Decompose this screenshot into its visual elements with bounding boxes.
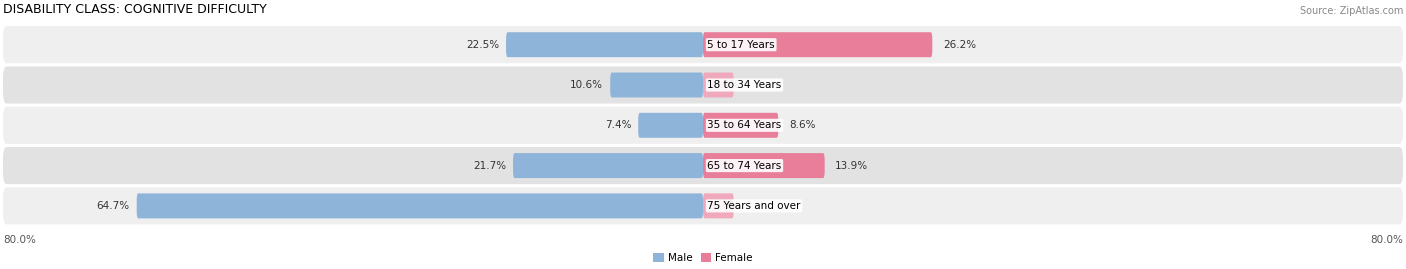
Text: 18 to 34 Years: 18 to 34 Years xyxy=(707,80,782,90)
FancyBboxPatch shape xyxy=(513,153,703,178)
FancyBboxPatch shape xyxy=(703,113,779,138)
FancyBboxPatch shape xyxy=(3,147,1403,184)
Text: 26.2%: 26.2% xyxy=(943,40,976,50)
Text: DISABILITY CLASS: COGNITIVE DIFFICULTY: DISABILITY CLASS: COGNITIVE DIFFICULTY xyxy=(3,3,267,16)
Text: 21.7%: 21.7% xyxy=(472,161,506,171)
Text: 22.5%: 22.5% xyxy=(465,40,499,50)
Text: 80.0%: 80.0% xyxy=(3,235,35,245)
Text: 0.0%: 0.0% xyxy=(713,201,740,211)
FancyBboxPatch shape xyxy=(638,113,703,138)
FancyBboxPatch shape xyxy=(3,187,1403,224)
Text: Source: ZipAtlas.com: Source: ZipAtlas.com xyxy=(1301,6,1403,16)
Text: 80.0%: 80.0% xyxy=(1371,235,1403,245)
FancyBboxPatch shape xyxy=(3,26,1403,63)
FancyBboxPatch shape xyxy=(610,73,703,97)
FancyBboxPatch shape xyxy=(3,107,1403,144)
Text: 10.6%: 10.6% xyxy=(571,80,603,90)
Text: 35 to 64 Years: 35 to 64 Years xyxy=(707,120,782,130)
Text: 0.0%: 0.0% xyxy=(713,80,740,90)
Text: 64.7%: 64.7% xyxy=(97,201,129,211)
Text: 75 Years and over: 75 Years and over xyxy=(707,201,801,211)
FancyBboxPatch shape xyxy=(703,32,932,57)
FancyBboxPatch shape xyxy=(703,153,825,178)
Text: 7.4%: 7.4% xyxy=(605,120,631,130)
FancyBboxPatch shape xyxy=(506,32,703,57)
Text: 13.9%: 13.9% xyxy=(835,161,869,171)
Text: 65 to 74 Years: 65 to 74 Years xyxy=(707,161,782,171)
FancyBboxPatch shape xyxy=(703,193,734,218)
Legend: Male, Female: Male, Female xyxy=(650,249,756,267)
FancyBboxPatch shape xyxy=(703,73,734,97)
Text: 5 to 17 Years: 5 to 17 Years xyxy=(707,40,775,50)
Text: 8.6%: 8.6% xyxy=(789,120,815,130)
FancyBboxPatch shape xyxy=(3,66,1403,104)
FancyBboxPatch shape xyxy=(136,193,703,218)
